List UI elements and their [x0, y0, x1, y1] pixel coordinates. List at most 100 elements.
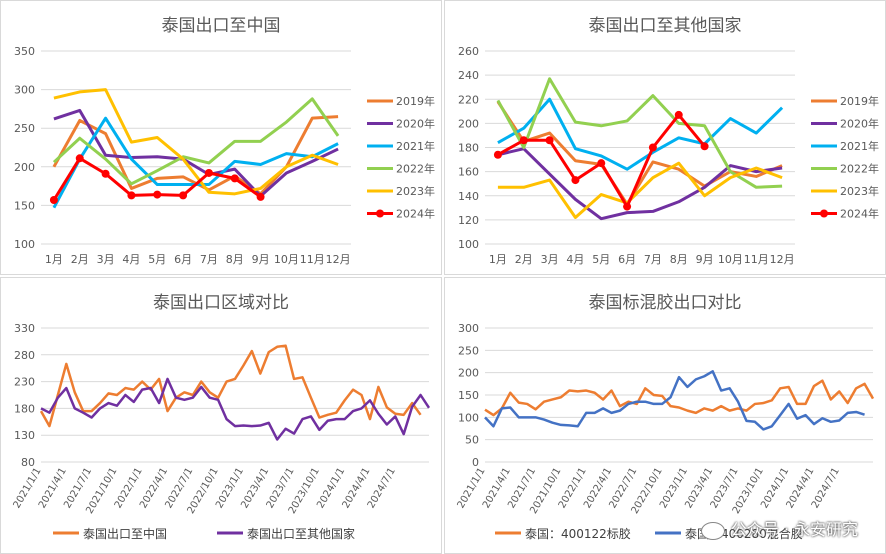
x-tick-label: 11月 [300, 253, 325, 266]
x-tick-label: 6月 [618, 253, 636, 266]
x-tick-label: 8月 [670, 253, 688, 266]
legend-label: 2023年 [840, 184, 879, 198]
series-line-2021年 [497, 97, 784, 171]
x-tick-label: 4月 [122, 253, 140, 266]
x-tick-label: 7月 [644, 253, 662, 266]
x-tick-label: 5月 [592, 253, 610, 266]
y-tick-label: 230 [14, 376, 35, 389]
series-line-2019年 [496, 100, 783, 206]
y-tick-label: 260 [458, 45, 479, 58]
y-tick-label: 300 [14, 84, 35, 97]
y-tick-label: 160 [458, 166, 479, 179]
legend-label: 2024年 [396, 207, 435, 221]
y-tick-label: 130 [14, 429, 35, 442]
x-tick-label: 12月 [326, 253, 351, 266]
x-tick-label: 9月 [696, 253, 714, 266]
y-tick-label: 100 [458, 238, 479, 251]
data-point-2024年 [230, 174, 239, 183]
series-line-泰国：400122标胶 [484, 379, 875, 417]
series-line-2023年 [497, 161, 783, 219]
x-tick-label: 6月 [174, 253, 192, 266]
x-tick-label: 1月 [45, 253, 63, 266]
x-tick-label: 7月 [200, 253, 218, 266]
x-tick-label: 3月 [541, 253, 559, 266]
legend-label: 2022年 [840, 162, 879, 176]
data-point-2024年 [674, 110, 683, 119]
y-tick-label: 100 [458, 411, 479, 424]
watermark: 公众号 · 永安研究 [700, 516, 858, 540]
x-tick-label: 10月 [718, 253, 743, 266]
series-line-2023年 [53, 88, 339, 196]
legend-label: 2020年 [396, 117, 435, 131]
legend-label: 2019年 [840, 94, 879, 108]
series-line-泰国：400280混合胶 [484, 370, 865, 431]
x-tick-label: 10月 [274, 253, 299, 266]
legend-label: 2021年 [396, 139, 435, 153]
y-tick-label: 200 [458, 367, 479, 380]
data-point-2024年 [49, 195, 58, 204]
data-point-2024年 [700, 142, 709, 151]
legend-label: 泰国出口至中国 [83, 526, 167, 541]
data-point-2024年 [153, 190, 162, 199]
y-tick-label: 150 [14, 199, 35, 212]
chart-region-compare: 801301802302803302021/1/12021/4/12021/7/… [12, 322, 431, 541]
chart-title: 泰国出口至中国 [161, 16, 281, 36]
x-tick-label: 2月 [71, 253, 89, 266]
legend-label: 2022年 [396, 162, 435, 176]
data-point-2024年 [127, 191, 136, 200]
data-point-2024年 [623, 202, 632, 211]
y-tick-label: 180 [14, 402, 35, 415]
data-point-2024年 [519, 136, 528, 145]
data-point-2024年 [648, 143, 657, 152]
series-line-泰国出口至中国 [39, 344, 422, 428]
data-point-2024年 [545, 136, 554, 145]
x-tick-label: 4月 [566, 253, 584, 266]
x-tick-label: 2月 [515, 253, 533, 266]
data-point-2024年 [493, 150, 502, 159]
y-tick-label: 180 [458, 142, 479, 155]
chart-title: 泰国出口区域对比 [153, 293, 289, 313]
y-tick-label: 80 [21, 456, 35, 469]
y-tick-label: 250 [458, 344, 479, 357]
y-tick-label: 330 [14, 322, 35, 335]
series-line-2020年 [53, 108, 339, 198]
chart-title: 泰国标混胶出口对比 [588, 293, 742, 313]
data-point-2024年 [101, 169, 110, 178]
legend-label: 泰国：400122标胶 [525, 526, 631, 541]
y-tick-label: 280 [14, 349, 35, 362]
series-line-泰国出口至其他国家 [40, 377, 431, 441]
y-tick-label: 200 [458, 117, 479, 130]
chart-panel-rubber: 泰国标混胶出口对比 0 50 100 150 200 250 300 2021/1/1 2021… [444, 277, 886, 554]
legend-label: 2020年 [840, 117, 879, 131]
data-point-2024年 [179, 191, 188, 200]
wechat-icon [700, 521, 725, 540]
watermark-text: 公众号 · 永安研究 [730, 520, 858, 539]
legend-marker [376, 209, 384, 218]
y-tick-label: 0 [472, 456, 479, 469]
chart-title: 泰国出口至其他国家 [588, 16, 742, 36]
legend-marker [820, 209, 828, 218]
y-tick-label: 300 [458, 322, 479, 335]
x-tick-label: 11月 [744, 253, 769, 266]
data-point-2024年 [256, 192, 265, 201]
series-line-2020年 [497, 147, 783, 221]
y-tick-label: 100 [14, 238, 35, 251]
y-tick-label: 250 [14, 122, 35, 135]
x-tick-label: 8月 [226, 253, 244, 266]
series-line-2022年 [52, 97, 340, 186]
chart-rubber-compare: 0501001502002503002021/1/12021/4/12021/7… [456, 322, 875, 541]
data-point-2024年 [571, 176, 580, 185]
x-tick-label: 1月 [489, 253, 507, 266]
chart-panel-china: 泰国出口至中国 100 150 200 250 300 350 1月 2月 3月 4月 5月 6月 7月… [0, 0, 442, 275]
y-tick-label: 220 [458, 93, 479, 106]
x-tick-label: 9月 [252, 253, 270, 266]
x-tick-label: 5月 [148, 253, 166, 266]
data-point-2024年 [597, 159, 606, 168]
data-point-2024年 [204, 168, 213, 177]
chart-panel-other: 泰国出口至其他国家 100 120 140 160 180 200 220 240 260 1月 2… [444, 0, 886, 275]
y-tick-label: 150 [458, 389, 479, 402]
y-tick-label: 120 [458, 214, 479, 227]
legend-label: 2021年 [840, 139, 879, 153]
legend-label: 2019年 [396, 94, 435, 108]
